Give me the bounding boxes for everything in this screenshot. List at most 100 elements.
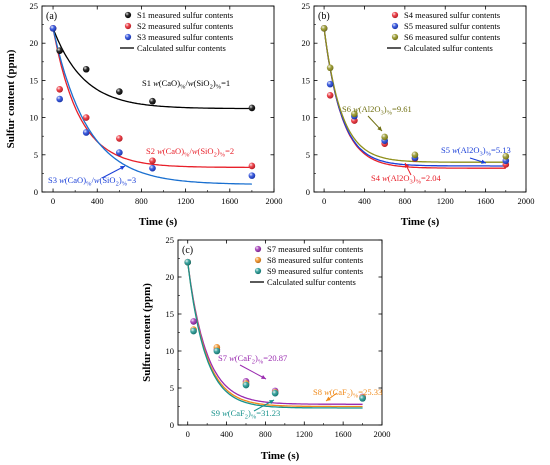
y-tick-label: 25 [30, 1, 39, 11]
data-point-shade [149, 157, 156, 165]
annotation-arrow [239, 364, 267, 380]
data-point-shade [320, 25, 328, 32]
fit-line-1 [187, 262, 363, 405]
y-axis-title: Sulfur content (ppm) [141, 283, 153, 382]
annotation-label: S3 w(CaO)%/w(SiO2)%=3 [48, 175, 136, 188]
y-tick-label: 0 [34, 187, 38, 197]
x-tick-label: 1200 [177, 196, 194, 206]
y-tick-label: 5 [306, 150, 310, 160]
fit-line-2 [52, 28, 252, 169]
x-tick-label: 0 [186, 429, 190, 439]
x-tick-label: 400 [220, 429, 233, 439]
annotation-arrowhead [377, 126, 382, 131]
annotation-label: S6 w(Al2O3)%=9.61 [342, 104, 412, 117]
x-tick-label: 1600 [477, 196, 494, 206]
y-tick-label: 25 [166, 235, 175, 245]
annotation-arrowhead [269, 400, 274, 405]
panel-label: (a) [46, 11, 57, 22]
fit-line-2 [187, 262, 363, 408]
legend-marker-shade [124, 33, 132, 41]
data-point-shade [326, 91, 334, 99]
legend-marker-shade [391, 33, 399, 41]
data-point-shade [116, 88, 123, 95]
annotation-label: S1 w(CaO)%/w(SiO2)%=1 [142, 78, 230, 91]
data-point-shade [326, 64, 334, 72]
data-point-shade [248, 104, 256, 112]
data-point-shade [502, 152, 510, 160]
chart-panel-3: 0 400 800 1200 1600 2000 0 5 10 15 20 25 Time (s) Sul… [141, 235, 391, 462]
legend-entry: Calculated sulfur contents [404, 43, 493, 53]
x-tick-label: 2000 [518, 196, 535, 206]
data-point-shade [149, 97, 156, 105]
data-point-shade [82, 65, 90, 73]
annotation-arrowhead [405, 163, 409, 168]
y-axis-title: Sulfur content (ppm) [5, 49, 17, 148]
legend-entry: S5 measured sulfur contents [404, 21, 500, 31]
y-tick-label: 20 [302, 38, 311, 48]
y-tick-label: 10 [302, 113, 311, 123]
legend-marker-shade [124, 11, 132, 19]
legend-entry: Calculated sulfur contents [267, 277, 356, 287]
legend-entry: S4 measured sulfur contents [404, 10, 500, 20]
x-tick-label: 800 [398, 196, 411, 206]
data-point-shade [82, 114, 90, 121]
annotation-arrowhead [481, 159, 486, 164]
data-point-shade [411, 151, 419, 159]
x-tick-label: 800 [259, 429, 272, 439]
y-tick-label: 25 [302, 1, 311, 11]
legend-marker-shade [254, 256, 262, 264]
x-tick-label: 400 [358, 196, 371, 206]
data-point-shade [49, 25, 57, 32]
data-point-shade [359, 395, 366, 402]
data-point-shade [248, 162, 256, 170]
data-point-shade [271, 389, 279, 397]
legend-entry: S2 measured sulfur contents [137, 21, 233, 31]
annotation-label: S4 w(Al2O3)%=2.04 [371, 173, 441, 186]
x-tick-label: 2000 [374, 429, 391, 439]
legend-entry: S9 measured sulfur contents [267, 266, 363, 276]
annotation-label: S8 w(CaF2)%=25.33 [313, 387, 382, 400]
chart-panel-2: 0 400 800 1200 1600 2000 0 5 10 15 20 25 Time (s) (b)… [302, 1, 535, 228]
y-tick-label: 20 [30, 38, 39, 48]
y-tick-label: 15 [30, 75, 39, 85]
x-tick-label: 800 [135, 196, 148, 206]
x-tick-label: 2000 [266, 196, 283, 206]
data-point-shade [149, 164, 156, 172]
y-tick-label: 20 [166, 272, 175, 282]
fit-line-3 [187, 262, 363, 409]
legend-entry: S7 measured sulfur contents [267, 244, 363, 254]
data-point-shade [213, 347, 221, 355]
fit-line-1 [52, 28, 252, 110]
data-point-shade [56, 86, 63, 93]
legend-entry: S3 measured sulfur contents [137, 32, 233, 42]
data-point-shade [381, 133, 388, 141]
x-axis-title: Time (s) [401, 216, 440, 228]
x-tick-label: 0 [322, 196, 326, 206]
x-tick-label: 1600 [221, 196, 238, 206]
annotation-label: S2 w(CaO)%/w(SiO2)%=2 [146, 146, 234, 159]
legend-entry: S8 measured sulfur contents [267, 255, 363, 265]
y-tick-label: 15 [302, 75, 311, 85]
data-point-shade [116, 135, 123, 142]
data-point-shade [326, 80, 334, 88]
annotation-arrowhead [261, 374, 266, 379]
legend-entry: S1 measured sulfur contents [137, 10, 233, 20]
x-tick-label: 400 [91, 196, 104, 206]
annotation-label: S7 w(CaF2)%=20.87 [218, 353, 287, 366]
legend-entry: Calculated sulfur contents [137, 43, 226, 53]
fit-line-3 [52, 28, 252, 185]
data-point-shade [351, 110, 358, 118]
panel-label: (b) [318, 11, 330, 22]
y-tick-label: 15 [166, 309, 175, 319]
data-point-shade [116, 149, 123, 156]
x-tick-label: 1200 [296, 429, 313, 439]
data-point-shade [184, 258, 192, 266]
y-tick-label: 5 [34, 150, 38, 160]
annotation-label: S9 w(CaF2)%=31.23 [211, 408, 280, 421]
annotation-arrowhead [120, 166, 125, 171]
data-point-shade [190, 327, 197, 335]
